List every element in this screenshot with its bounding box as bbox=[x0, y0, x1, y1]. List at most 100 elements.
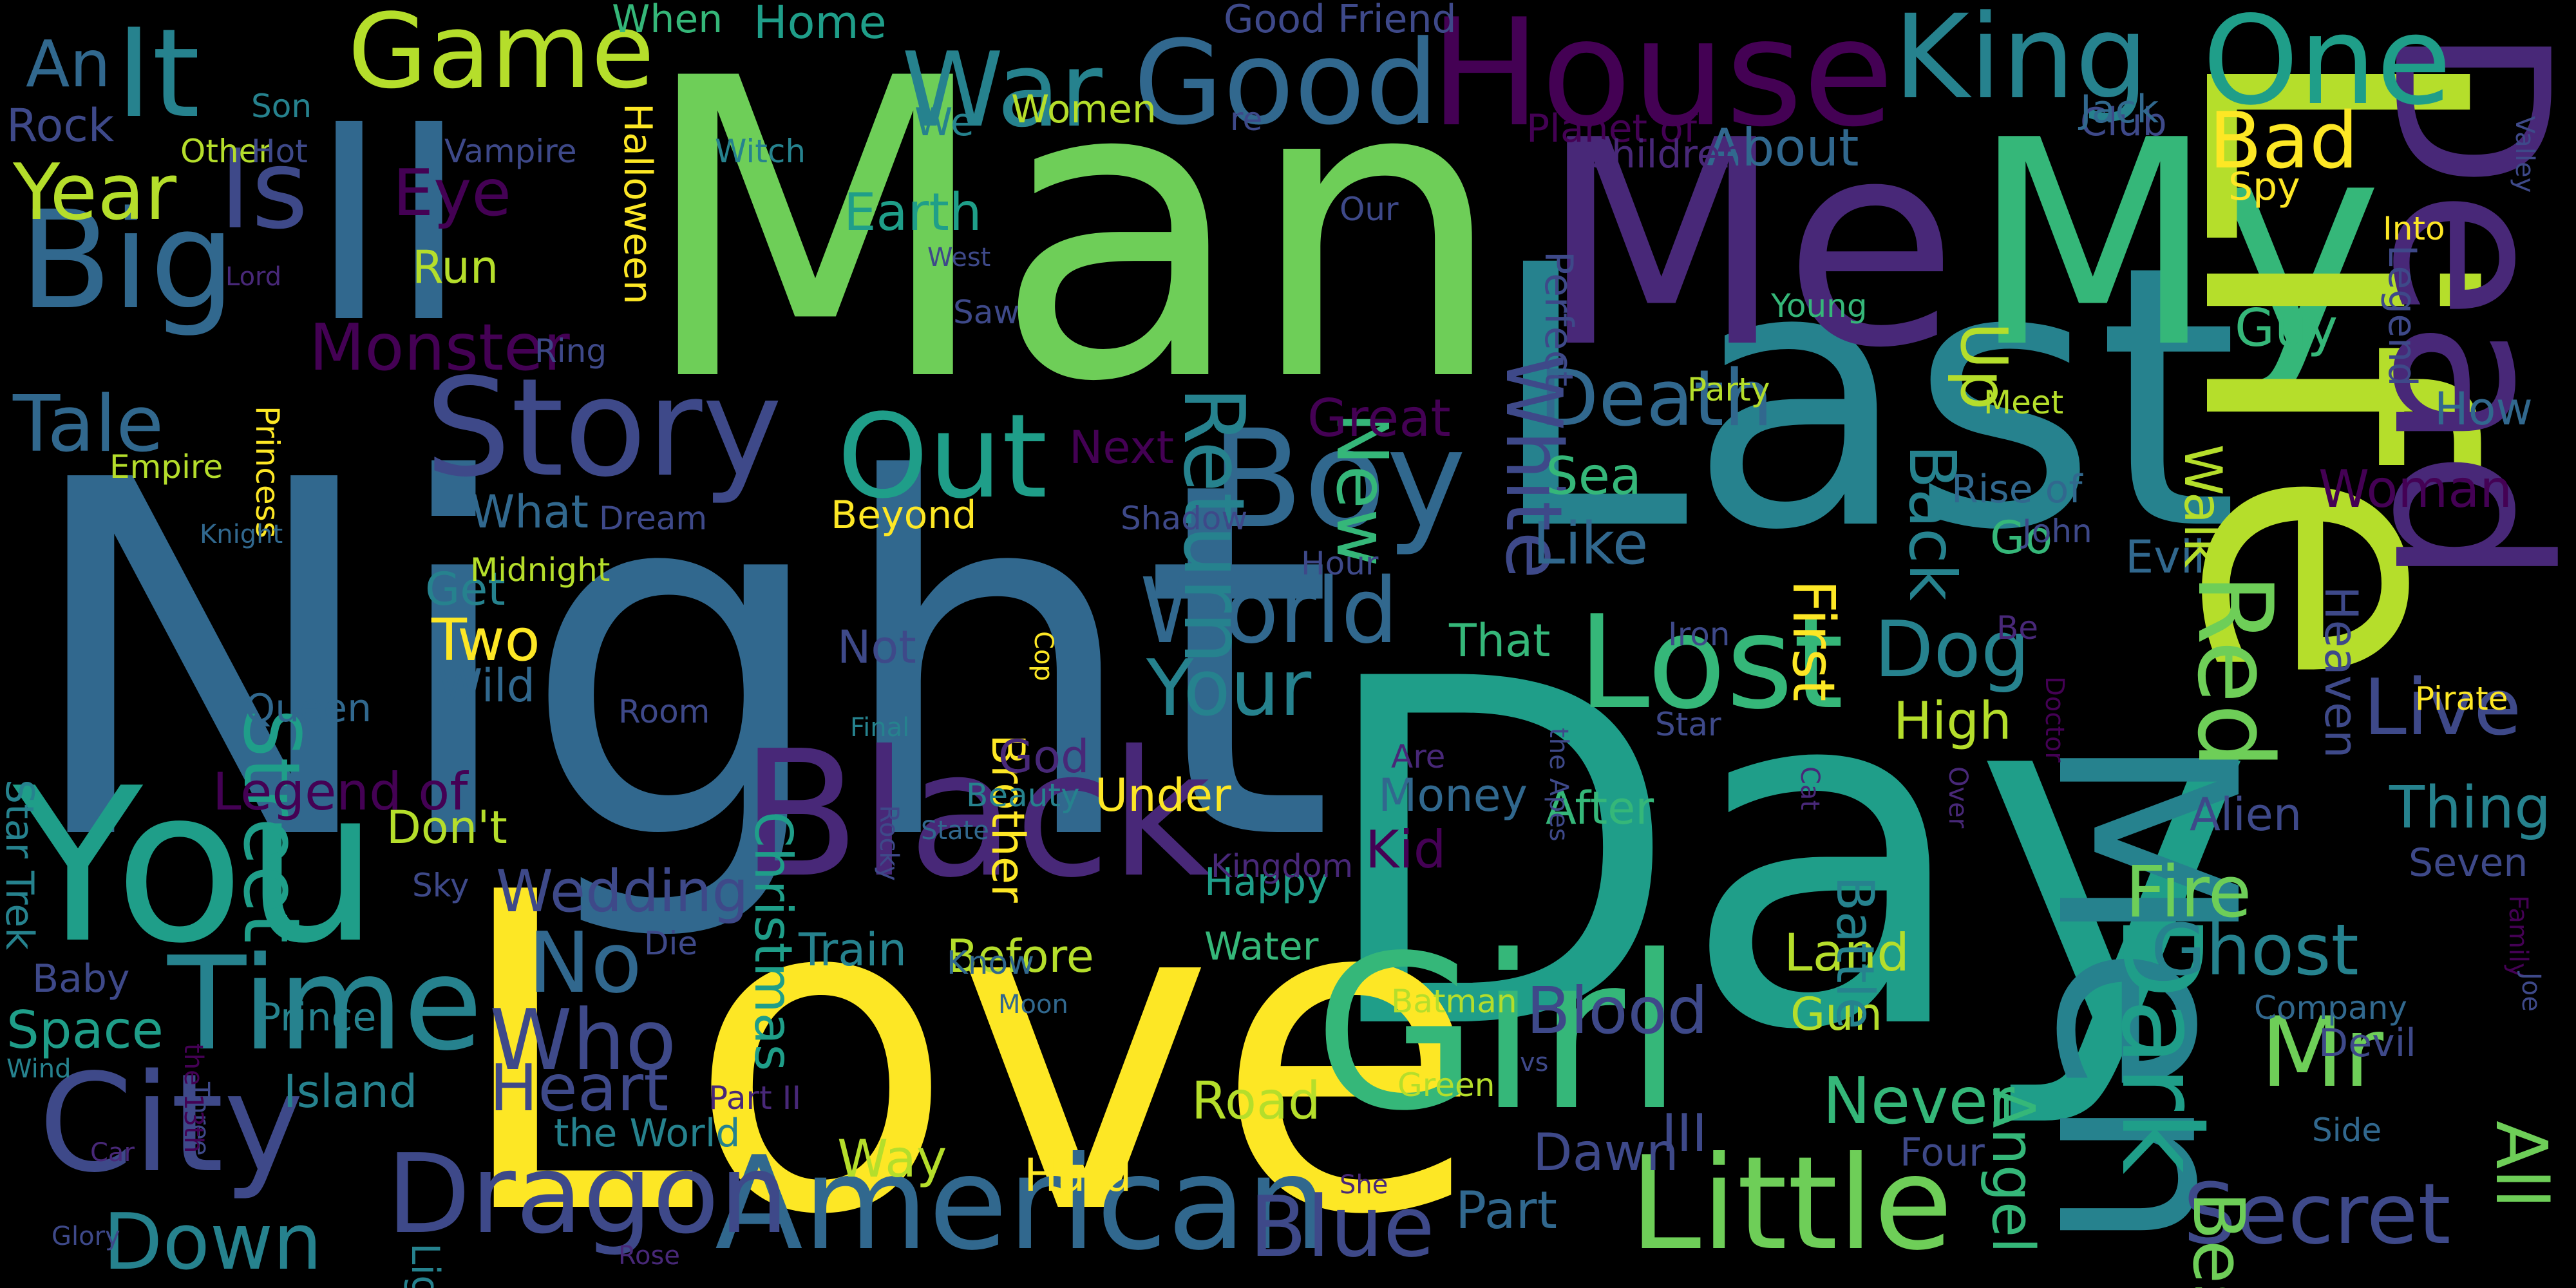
word-are: Are bbox=[1391, 738, 1446, 775]
word-down: Down bbox=[103, 1198, 323, 1287]
word-john: John bbox=[2022, 513, 2092, 550]
word-legend-of: Legend of bbox=[213, 762, 468, 822]
word-the-13th: the 13th bbox=[178, 1043, 208, 1153]
word-kid: Kid bbox=[1365, 820, 1446, 880]
word-land: Land bbox=[1784, 923, 1910, 983]
word-iron: Iron bbox=[1668, 616, 1730, 653]
word-cat: Cat bbox=[1795, 766, 1824, 811]
word-all: All bbox=[2480, 1121, 2562, 1209]
word-spy: Spy bbox=[2228, 164, 2300, 209]
word-man: Man bbox=[638, 0, 1507, 471]
word-little: Little bbox=[1629, 1129, 1953, 1279]
word-sky: Sky bbox=[412, 867, 469, 904]
word-what: What bbox=[470, 486, 589, 538]
word-halloween: Halloween bbox=[615, 103, 660, 305]
word-over: Over bbox=[1943, 766, 1973, 829]
word-thing: Thing bbox=[2389, 774, 2552, 842]
word-vampire: Vampire bbox=[444, 133, 577, 170]
word-star-trek: Star Trek bbox=[0, 779, 42, 950]
word-perfect: Perfect bbox=[1536, 251, 1581, 387]
word-who: Who bbox=[489, 991, 677, 1089]
word-road: Road bbox=[1191, 1071, 1321, 1131]
word-seven: Seven bbox=[2409, 840, 2528, 886]
word-hot: Hot bbox=[251, 133, 308, 170]
word-blood: Blood bbox=[1526, 973, 1709, 1048]
word-good: Good bbox=[1133, 16, 1439, 151]
word-kingdom: Kingdom bbox=[1211, 848, 1354, 885]
word-son: Son bbox=[251, 88, 312, 125]
word-party: Party bbox=[1687, 371, 1770, 408]
word-night: Night bbox=[19, 379, 1334, 948]
word-star: Star bbox=[1655, 706, 1721, 743]
word-meet: Meet bbox=[1984, 384, 2064, 421]
word-the-world: the World bbox=[554, 1111, 741, 1156]
word-rock: Rock bbox=[6, 99, 115, 152]
word-rose: Rose bbox=[618, 1241, 680, 1271]
word-valley: Valley bbox=[2510, 116, 2539, 193]
word-room: Room bbox=[618, 693, 710, 730]
word-heaven: Heaven bbox=[2315, 586, 2367, 759]
word-island: Island bbox=[283, 1065, 418, 1118]
word-house: House bbox=[1430, 0, 1894, 160]
word-walk: Walk bbox=[2173, 444, 2233, 568]
word-woman: Woman bbox=[2318, 459, 2513, 519]
word-is: Is bbox=[219, 126, 308, 254]
word-street: Street bbox=[226, 708, 316, 943]
word-shadow: Shadow bbox=[1121, 500, 1248, 537]
word-boy: Boy bbox=[1211, 401, 1466, 558]
word-light: Light bbox=[402, 1243, 448, 1288]
word-part-ii: Part II bbox=[708, 1079, 802, 1117]
word-monster: Monster bbox=[309, 310, 570, 385]
word-devil: Devil bbox=[2318, 1021, 2416, 1066]
word-battle: Battle bbox=[1825, 876, 1885, 1030]
word-secret: Secret bbox=[2183, 1165, 2451, 1263]
word-under: Under bbox=[1095, 769, 1231, 822]
word-get: Get bbox=[425, 563, 506, 616]
word-baby: Baby bbox=[32, 956, 130, 1001]
word-dream: Dream bbox=[599, 500, 708, 537]
word-joe: Joe bbox=[2516, 972, 2546, 1012]
word-day: Day bbox=[1314, 579, 2255, 1134]
word-be: Be bbox=[1996, 609, 2039, 647]
word-she: She bbox=[1340, 1170, 1388, 1200]
word-not: Not bbox=[837, 621, 916, 674]
word-final: Final bbox=[850, 713, 910, 743]
word-rise-of: Rise of bbox=[1951, 467, 2083, 512]
word-go: Go bbox=[1990, 511, 2053, 564]
word-cop: Cop bbox=[1028, 631, 1058, 681]
word-good-friend: Good Friend bbox=[1224, 0, 1457, 42]
word-city: City bbox=[39, 1045, 304, 1202]
word-gun: Gun bbox=[1790, 988, 1882, 1041]
word-about: About bbox=[1707, 118, 1859, 178]
word-home: Home bbox=[753, 0, 887, 49]
word-the-apes: the Apes bbox=[1544, 728, 1573, 842]
word-company: Company bbox=[2254, 989, 2407, 1027]
word-club: Club bbox=[2080, 100, 2167, 145]
word-christmas: Christmas bbox=[743, 811, 803, 1072]
word-witch: Witch bbox=[715, 133, 806, 170]
word-death: Death bbox=[1539, 354, 1773, 444]
word-red: Red bbox=[2175, 573, 2295, 769]
word-last: Last bbox=[1488, 189, 2239, 609]
word-part: Part bbox=[1455, 1180, 1557, 1240]
word-tale: Tale bbox=[13, 380, 164, 469]
word-die: Die bbox=[644, 925, 698, 962]
word-blue: Blue bbox=[1249, 1178, 1435, 1276]
word-american: American bbox=[715, 1129, 1328, 1279]
word-saw: Saw bbox=[953, 294, 1020, 331]
word-pirate: Pirate bbox=[2415, 680, 2508, 717]
word-car: Car bbox=[90, 1138, 135, 1168]
word-space: Space bbox=[6, 1000, 164, 1060]
word-green: Green bbox=[1397, 1066, 1495, 1104]
word-you: You bbox=[13, 743, 379, 990]
word-alien: Alien bbox=[2190, 788, 2302, 841]
word-glory: Glory bbox=[52, 1222, 120, 1251]
word-year: Year bbox=[13, 148, 177, 238]
word-side: Side bbox=[2312, 1112, 2382, 1149]
word-time: Time bbox=[167, 929, 483, 1079]
word-dragon: Dragon bbox=[386, 1131, 789, 1258]
word-beauty: Beauty bbox=[966, 777, 1080, 814]
word-prince: Prince bbox=[258, 995, 377, 1040]
word-women: Women bbox=[1011, 87, 1157, 132]
